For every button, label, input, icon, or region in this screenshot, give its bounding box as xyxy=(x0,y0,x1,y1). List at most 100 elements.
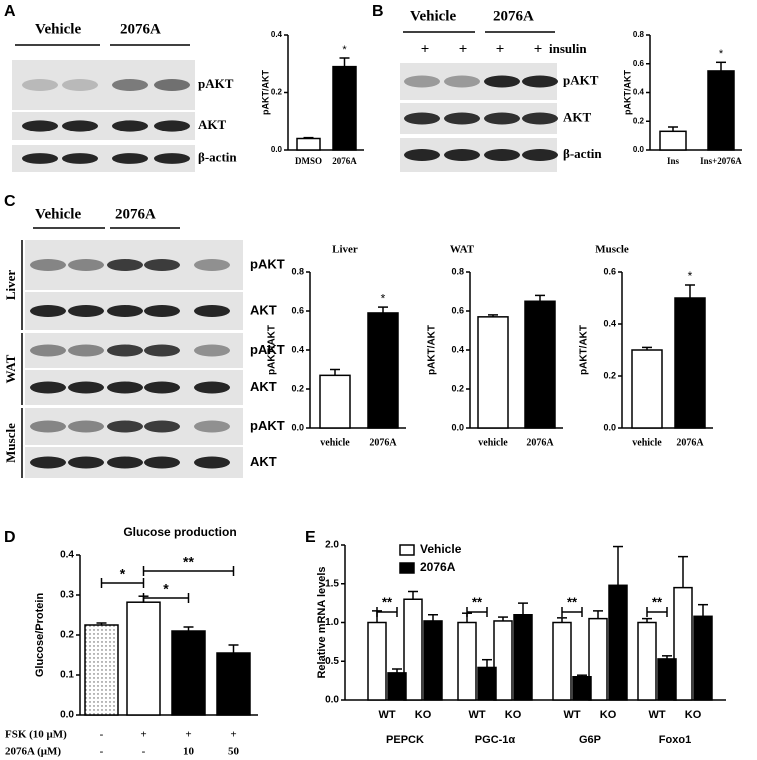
blot-band xyxy=(194,456,230,469)
y-axis-label: pAKT/AKT xyxy=(622,70,632,115)
bar xyxy=(319,374,351,429)
tissue-label: Muscle xyxy=(3,423,18,463)
blot-band xyxy=(194,344,230,357)
chart-title: Muscle xyxy=(595,244,629,256)
x-tick-label: Ins+2076A xyxy=(700,156,742,166)
bar xyxy=(367,621,387,701)
y-tick-label: 0.4 xyxy=(271,30,283,39)
treatment-mark: + xyxy=(421,41,430,57)
group-label: PGC-1α xyxy=(475,734,516,746)
condition-mark: + xyxy=(140,729,146,741)
bar xyxy=(657,658,677,701)
x-tick-label: vehicle xyxy=(478,437,508,448)
y-tick-label: 0.8 xyxy=(633,30,645,39)
y-tick-label: 0.4 xyxy=(291,344,304,354)
condition-mark: + xyxy=(185,729,191,741)
x-tick-label: vehicle xyxy=(632,437,662,448)
y-tick-label: 0.0 xyxy=(633,145,645,154)
blot-band xyxy=(30,344,66,357)
blot-band xyxy=(154,120,190,132)
blot-band xyxy=(112,79,148,91)
y-tick-label: 0.5 xyxy=(325,656,339,667)
y-tick-label: 0.3 xyxy=(60,590,74,601)
blot-band xyxy=(154,153,190,164)
significance: ** xyxy=(183,554,194,570)
blot-band xyxy=(144,420,180,433)
blot-band xyxy=(30,305,66,317)
blot-header: Vehicle xyxy=(35,206,81,222)
blot-band xyxy=(404,75,440,88)
panel-label: C xyxy=(4,193,16,210)
treatment-mark: + xyxy=(534,41,543,57)
bar xyxy=(637,621,657,701)
y-tick-label: 0.4 xyxy=(633,88,645,97)
panel-label: A xyxy=(4,3,16,20)
y-tick-label: 0.8 xyxy=(451,266,464,276)
condition-mark: - xyxy=(142,746,146,758)
blot-band xyxy=(30,381,66,394)
y-axis-label: pAKT/AKT xyxy=(427,325,438,375)
x-tick-label: 2076A xyxy=(676,437,704,448)
condition-mark: 10 xyxy=(183,746,195,758)
blot-band xyxy=(444,112,480,125)
bar xyxy=(693,615,713,701)
y-axis-label: Relative mRNA levels xyxy=(316,566,328,678)
x-tick-label: WT xyxy=(378,709,395,721)
chart-title: Liver xyxy=(332,244,358,256)
bar xyxy=(608,584,628,701)
blot-band xyxy=(444,149,480,161)
blot-row-label: AKT xyxy=(250,379,277,394)
blot-row-label: pAKT xyxy=(250,418,285,433)
y-tick-label: 0.2 xyxy=(271,88,283,97)
y-tick-label: 0.0 xyxy=(451,422,464,432)
blot-band xyxy=(68,259,104,271)
condition-mark: - xyxy=(100,729,104,741)
blot-band xyxy=(107,305,143,317)
panel-label: D xyxy=(4,529,16,546)
blot-band xyxy=(68,420,104,433)
bar xyxy=(631,349,663,429)
x-tick-label: KO xyxy=(415,709,432,721)
blot-band xyxy=(112,153,148,164)
blot-band xyxy=(30,259,66,271)
blot-band xyxy=(62,153,98,164)
blot-band xyxy=(522,112,558,125)
x-tick-label: 2076A xyxy=(526,437,554,448)
blot-band xyxy=(194,420,230,433)
y-tick-label: 0.6 xyxy=(603,266,616,276)
blot-band xyxy=(144,305,180,317)
y-tick-label: 1.5 xyxy=(325,578,339,589)
x-tick-label: 2076A xyxy=(332,156,357,166)
blot-row-label: β-actin xyxy=(198,149,237,164)
blot-row-label: pAKT xyxy=(198,76,234,91)
bar xyxy=(216,652,251,716)
legend-swatch xyxy=(399,562,415,574)
y-tick-label: 0.2 xyxy=(60,630,74,641)
significance: * xyxy=(381,291,386,305)
bar xyxy=(457,621,477,701)
bar xyxy=(171,630,206,716)
bar xyxy=(572,676,592,701)
tissue-label: Liver xyxy=(3,270,18,301)
bar xyxy=(332,65,357,151)
y-tick-label: 0.4 xyxy=(603,318,616,328)
blot-band xyxy=(154,79,190,91)
bar xyxy=(367,312,399,429)
blot-band xyxy=(144,381,180,394)
condition-mark: 50 xyxy=(228,746,240,758)
y-tick-label: 0.2 xyxy=(451,383,464,393)
blot-row-label: β-actin xyxy=(563,146,602,161)
blot-band xyxy=(144,344,180,357)
y-axis-label: pAKT/AKT xyxy=(267,325,278,375)
x-tick-label: WT xyxy=(648,709,665,721)
blot-row-label: pAKT xyxy=(250,256,285,271)
blot-band xyxy=(30,456,66,469)
y-tick-label: 0.0 xyxy=(603,422,616,432)
condition-mark: + xyxy=(230,729,236,741)
y-tick-label: 2.0 xyxy=(325,540,339,551)
blot-band xyxy=(484,75,520,88)
legend-label: Vehicle xyxy=(420,542,462,556)
y-axis-label: pAKT/AKT xyxy=(260,70,270,115)
y-tick-label: 1.0 xyxy=(325,617,339,628)
